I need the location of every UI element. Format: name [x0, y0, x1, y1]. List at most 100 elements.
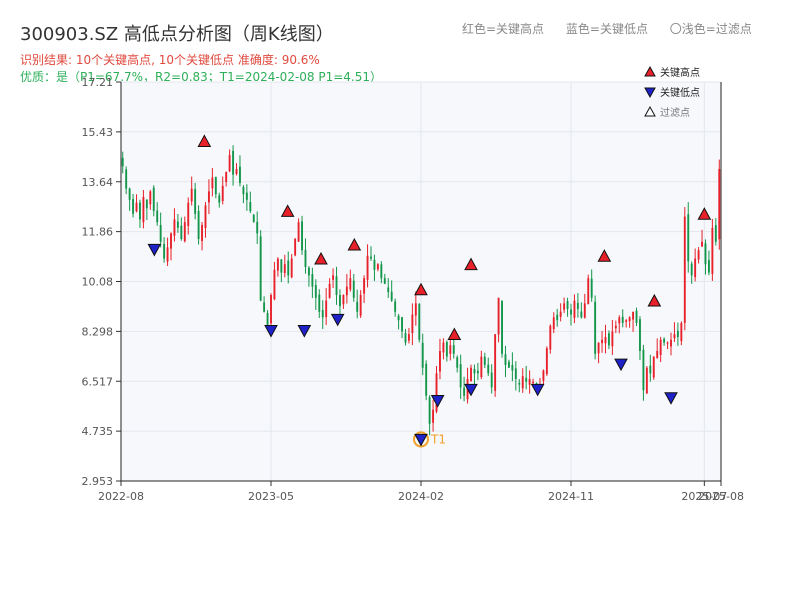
candle-body — [183, 222, 186, 242]
candle-body — [411, 314, 414, 334]
candle-body — [501, 301, 503, 354]
candle-body — [404, 333, 407, 343]
key-high-marker — [347, 237, 362, 251]
candle-body — [549, 325, 552, 350]
candle-body — [135, 202, 138, 212]
candle-body — [245, 192, 248, 200]
candle-body — [235, 169, 238, 174]
candle-body — [149, 191, 152, 205]
candle-body — [521, 376, 524, 389]
key-high-marker — [697, 207, 712, 220]
candle-body — [690, 263, 693, 276]
quality-summary: 优质：是（P1=67.7%，R2=0.83；T1=2024-02-08 P1=4… — [20, 70, 383, 84]
candle-body — [507, 361, 510, 368]
candle-body — [490, 372, 493, 388]
candle-body — [559, 311, 562, 317]
candle-body — [704, 243, 707, 265]
key-high-marker — [280, 204, 295, 217]
candle-body — [628, 317, 631, 322]
candle-body — [652, 356, 655, 378]
candle-body — [276, 258, 279, 271]
candle-body — [180, 225, 183, 240]
candle-body — [242, 187, 245, 195]
candle-body — [294, 239, 297, 256]
candle-body — [601, 339, 603, 344]
candle-body — [511, 364, 514, 371]
candle-body — [304, 249, 307, 267]
candle-body — [556, 314, 559, 321]
candle-body — [642, 349, 645, 391]
candle-body — [439, 350, 441, 372]
candle-body — [504, 354, 507, 365]
candle-body — [680, 322, 683, 342]
x-tick-label: 2025-07 — [681, 490, 727, 503]
key-high-marker — [647, 293, 662, 307]
y-tick-label: 13.64 — [82, 176, 114, 189]
legend-red-label: 红色=关键高点 — [462, 22, 545, 36]
candle-body — [635, 310, 638, 323]
candle-body — [607, 333, 610, 346]
candle-body — [328, 283, 331, 298]
candle-body — [570, 309, 572, 315]
candle-body — [697, 250, 700, 260]
candle-body — [139, 202, 141, 220]
candle-body — [649, 365, 652, 374]
key-high-marker — [464, 257, 478, 271]
candle-body — [325, 300, 328, 317]
candle-body — [542, 370, 545, 381]
candle-body — [252, 214, 255, 223]
candle-body — [449, 345, 452, 354]
candle-body — [156, 210, 159, 223]
candle-body — [663, 338, 666, 343]
key-high-marker — [447, 327, 462, 341]
candle-body — [159, 224, 162, 242]
candle-body — [566, 301, 569, 309]
y-tick-label: 17.21 — [82, 76, 114, 89]
candle-body — [625, 320, 628, 322]
candle-body — [273, 269, 276, 300]
candle-body — [476, 370, 479, 374]
candle-body — [152, 187, 155, 212]
candle-body — [701, 241, 703, 247]
candle-body — [545, 348, 548, 375]
x-tick-label: 2022-08 — [98, 490, 144, 503]
key-low-marker — [530, 383, 545, 397]
candle-body — [659, 339, 662, 355]
candle-body — [497, 297, 500, 335]
candle-body — [221, 185, 224, 202]
candle-body — [270, 294, 272, 324]
candle-body — [390, 291, 393, 301]
candle-body — [518, 382, 521, 385]
candle-body — [366, 255, 369, 280]
candle-body — [611, 331, 614, 347]
candle-body — [339, 294, 341, 307]
key-low-marker — [614, 358, 628, 372]
candle-body — [142, 197, 145, 223]
candle-body — [452, 345, 455, 354]
candle-body — [214, 176, 217, 195]
candle-body — [228, 155, 231, 172]
result-summary: 识别结果: 10个关键高点, 10个关键低点 准确度: 90.6% — [20, 53, 320, 67]
candle-body — [232, 150, 235, 175]
x-tick-label: 2023-05 — [248, 490, 294, 503]
x-tick-label: 2024-11 — [548, 490, 594, 503]
candle-body — [670, 339, 672, 347]
candle-body — [432, 409, 435, 423]
candle-body — [604, 336, 607, 344]
candle-body — [573, 300, 576, 318]
legend-key-high-label: 关键高点 — [660, 66, 700, 79]
candle-body — [714, 225, 717, 242]
candle-body — [197, 210, 200, 240]
candle-body — [580, 311, 583, 318]
candle-body — [204, 205, 207, 229]
candle-body — [190, 188, 193, 202]
key-low-marker — [464, 383, 478, 397]
candle-body — [618, 317, 621, 324]
candle-body — [211, 177, 214, 189]
y-tick-label: 4.735 — [82, 425, 114, 438]
legend-filtered-label: 过滤点 — [660, 106, 690, 119]
candle-body — [673, 334, 676, 339]
candle-body — [287, 260, 290, 276]
candle-body — [418, 304, 421, 340]
candle-body — [125, 169, 128, 189]
